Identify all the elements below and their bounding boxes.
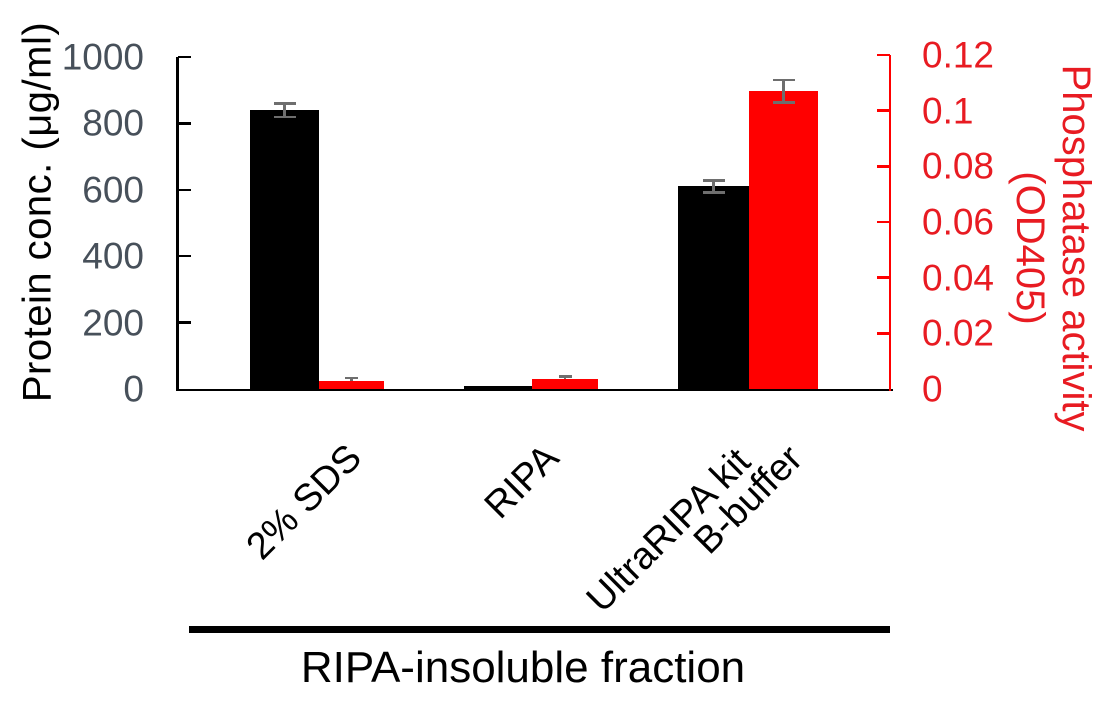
bar-right-phosphatase-group1 bbox=[319, 380, 384, 389]
right-axis-tick bbox=[877, 109, 890, 112]
left-axis-line bbox=[176, 57, 179, 391]
left-axis-tick bbox=[178, 55, 191, 59]
error-bar-cap bbox=[273, 115, 296, 118]
error-bar-cap bbox=[702, 179, 725, 182]
bar-left-protein-group2 bbox=[464, 386, 532, 389]
right-axis-tick bbox=[877, 165, 890, 168]
left-axis-tick-label: 400 bbox=[82, 235, 144, 277]
left-axis-tick-label: 800 bbox=[82, 102, 144, 144]
right-axis-title: Phosphatase activity (OD405) bbox=[1007, 65, 1099, 432]
error-bar-line bbox=[283, 103, 286, 117]
right-axis-tick-label: 0 bbox=[922, 368, 943, 410]
bar-left-protein-group1 bbox=[250, 110, 319, 389]
right-axis-tick bbox=[877, 220, 890, 224]
error-bar-cap bbox=[702, 191, 725, 194]
error-bar-line bbox=[782, 80, 785, 103]
right-axis-tick-label: 0.06 bbox=[922, 201, 995, 243]
error-bar-line bbox=[350, 377, 353, 381]
group-label: RIPA-insoluble fraction bbox=[300, 643, 746, 692]
right-axis-tick-label: 0.04 bbox=[922, 257, 995, 299]
left-axis-tick-label: 200 bbox=[82, 302, 144, 344]
error-bar-cap bbox=[273, 102, 296, 105]
right-axis-tick bbox=[877, 276, 890, 279]
error-bar-cap bbox=[772, 101, 795, 104]
error-bar-cap bbox=[772, 78, 795, 82]
left-axis-title: Protein conc. (μg/ml) bbox=[15, 21, 60, 403]
error-bar-line bbox=[563, 376, 567, 380]
right-axis-tick-label: 0.12 bbox=[922, 34, 995, 76]
right-axis-title-line1: Phosphatase activity bbox=[1054, 64, 1098, 432]
left-axis-tick bbox=[178, 122, 191, 125]
x-axis-line bbox=[176, 388, 893, 391]
right-axis-tick-label: 0.08 bbox=[922, 145, 995, 187]
error-bar-cap bbox=[345, 376, 358, 380]
left-axis-tick bbox=[178, 254, 191, 258]
right-axis-tick bbox=[877, 53, 890, 57]
bar-right-phosphatase-group2 bbox=[532, 379, 598, 389]
group-underline bbox=[189, 626, 890, 633]
bar-left-protein-group3 bbox=[678, 186, 749, 389]
error-bar-cap bbox=[558, 375, 572, 378]
bar-right-phosphatase-group3 bbox=[749, 91, 818, 389]
right-axis-title-line2: (OD405) bbox=[1008, 171, 1052, 325]
right-axis-tick-label: 0.1 bbox=[922, 90, 974, 132]
left-axis-tick-label: 600 bbox=[82, 169, 144, 211]
left-axis-tick bbox=[178, 188, 191, 192]
error-bar-line bbox=[712, 180, 715, 193]
left-axis-tick bbox=[178, 321, 191, 324]
left-axis-tick-label: 0 bbox=[123, 368, 144, 410]
x-axis-label-group2: RIPA bbox=[476, 436, 568, 528]
x-axis-label-group1: 2% SDS bbox=[239, 436, 371, 568]
left-axis-tick-label: 1000 bbox=[61, 36, 144, 78]
right-axis-tick bbox=[877, 332, 890, 335]
right-axis-tick-label: 0.02 bbox=[922, 312, 995, 354]
